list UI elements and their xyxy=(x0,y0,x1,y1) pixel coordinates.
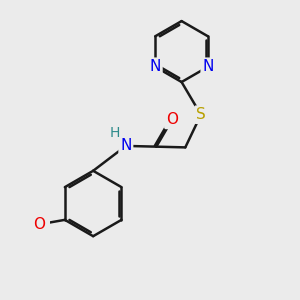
Text: H: H xyxy=(110,126,120,140)
Text: N: N xyxy=(120,138,131,153)
Text: S: S xyxy=(196,107,206,122)
Text: N: N xyxy=(202,59,214,74)
Text: N: N xyxy=(149,59,161,74)
Text: O: O xyxy=(34,217,46,232)
Text: O: O xyxy=(166,112,178,128)
